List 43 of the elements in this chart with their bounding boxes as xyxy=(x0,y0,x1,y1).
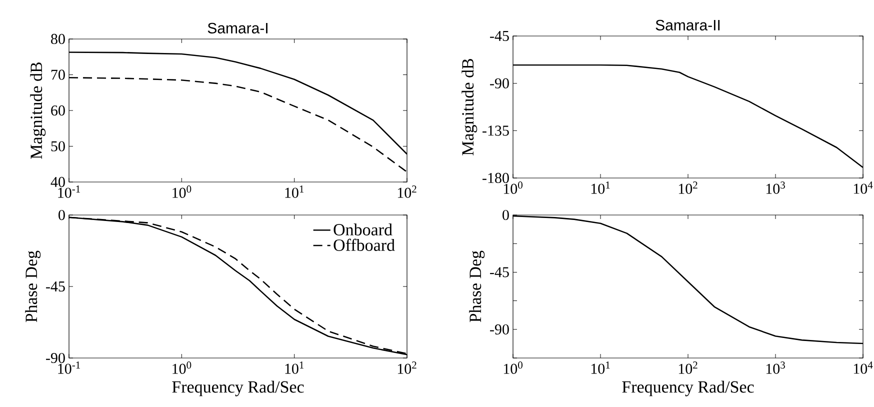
y-axis-title: Magnitude dB xyxy=(462,58,478,156)
y-tick-label: -45 xyxy=(46,282,65,292)
x-axis-title: Frequency Rad/Sec xyxy=(622,380,754,396)
y-tick-label: 0 xyxy=(502,210,509,220)
y-tick-label: 0 xyxy=(58,210,65,220)
x-tick-label: 10$^{2}$ xyxy=(678,182,698,194)
x-tick-label: 10$^{2}$ xyxy=(678,362,698,374)
x-tick-label: 10$^{-1}$ xyxy=(58,186,80,198)
x-tick-label: 10$^{0}$ xyxy=(172,186,192,198)
y-tick-label: 60 xyxy=(51,105,65,116)
y-tick-label: -45 xyxy=(490,267,509,278)
x-tick-label: 10$^{1}$ xyxy=(591,362,610,374)
y-tick-label: 50 xyxy=(51,141,65,152)
y-axis-title: Phase Deg xyxy=(469,250,485,322)
x-tick-label: 10$^{0}$ xyxy=(504,362,522,374)
x-tick-label: 10$^{1}$ xyxy=(285,186,304,198)
chart-title: Samara-II xyxy=(656,20,720,30)
x-tick-label: 10$^{0}$ xyxy=(504,182,522,194)
y-tick-label: -45 xyxy=(490,30,509,41)
x-tick-label: 10$^{1}$ xyxy=(285,362,304,374)
x-axis-title: Frequency Rad/Sec xyxy=(172,380,304,396)
chart-title: Samara-I xyxy=(208,22,268,34)
legend-label: Onboard xyxy=(334,224,392,236)
x-tick-label: 10$^{1}$ xyxy=(591,182,610,194)
y-tick-label: -135 xyxy=(482,126,509,136)
y-axis-title: Phase Deg xyxy=(25,250,41,322)
x-tick-label: 10$^{4}$ xyxy=(854,182,873,194)
y-tick-label: -90 xyxy=(46,352,65,364)
x-tick-label: 10$^{2}$ xyxy=(398,186,416,198)
y-tick-label: 40 xyxy=(50,176,65,188)
y-tick-label: -180 xyxy=(482,172,509,184)
y-tick-label: -90 xyxy=(490,324,509,334)
y-tick-label: -90 xyxy=(490,78,509,88)
y-axis-title: Magnitude dB xyxy=(30,62,46,159)
x-tick-label: 10$^{3}$ xyxy=(766,362,785,374)
x-tick-label: 10$^{0}$ xyxy=(172,362,192,374)
legend-label: Offboard xyxy=(334,238,395,251)
y-tick-label: 70 xyxy=(51,70,65,80)
x-tick-label: 10$^{4}$ xyxy=(854,362,873,374)
x-tick-label: 10$^{2}$ xyxy=(398,362,416,374)
y-tick-label: 80 xyxy=(51,34,65,44)
x-tick-label: 10$^{3}$ xyxy=(766,182,785,194)
x-tick-label: 10$^{-1}$ xyxy=(58,362,80,374)
